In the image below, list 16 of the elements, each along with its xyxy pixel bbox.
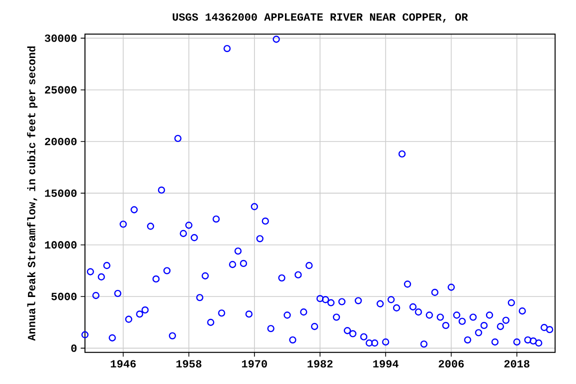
y-tick-label: 20000: [44, 138, 77, 146]
y-tick-label: 10000: [45, 241, 77, 249]
x-tick-label: 1970: [242, 360, 267, 368]
y-tick-label: 30000: [44, 34, 77, 42]
x-tick-label: 1994: [373, 360, 398, 368]
x-tick-label: 1946: [110, 360, 136, 368]
x-tick-label: 1958: [176, 360, 202, 368]
y-tick-label: 15000: [45, 189, 77, 197]
x-tick-label: 1982: [308, 360, 333, 368]
y-axis-title: Annual Peak Streamflow, in cubic feet per second: [27, 46, 38, 341]
x-tick-label: 2018: [504, 360, 530, 368]
y-tick-label: 0: [71, 344, 77, 352]
y-tick-label: 25000: [44, 86, 77, 94]
y-tick-label: 5000: [51, 292, 77, 300]
x-tick-label: 2006: [438, 360, 464, 368]
chart-title: USGS 14362000 APPLEGATE RIVER NEAR COPPER, OR: [172, 13, 468, 23]
